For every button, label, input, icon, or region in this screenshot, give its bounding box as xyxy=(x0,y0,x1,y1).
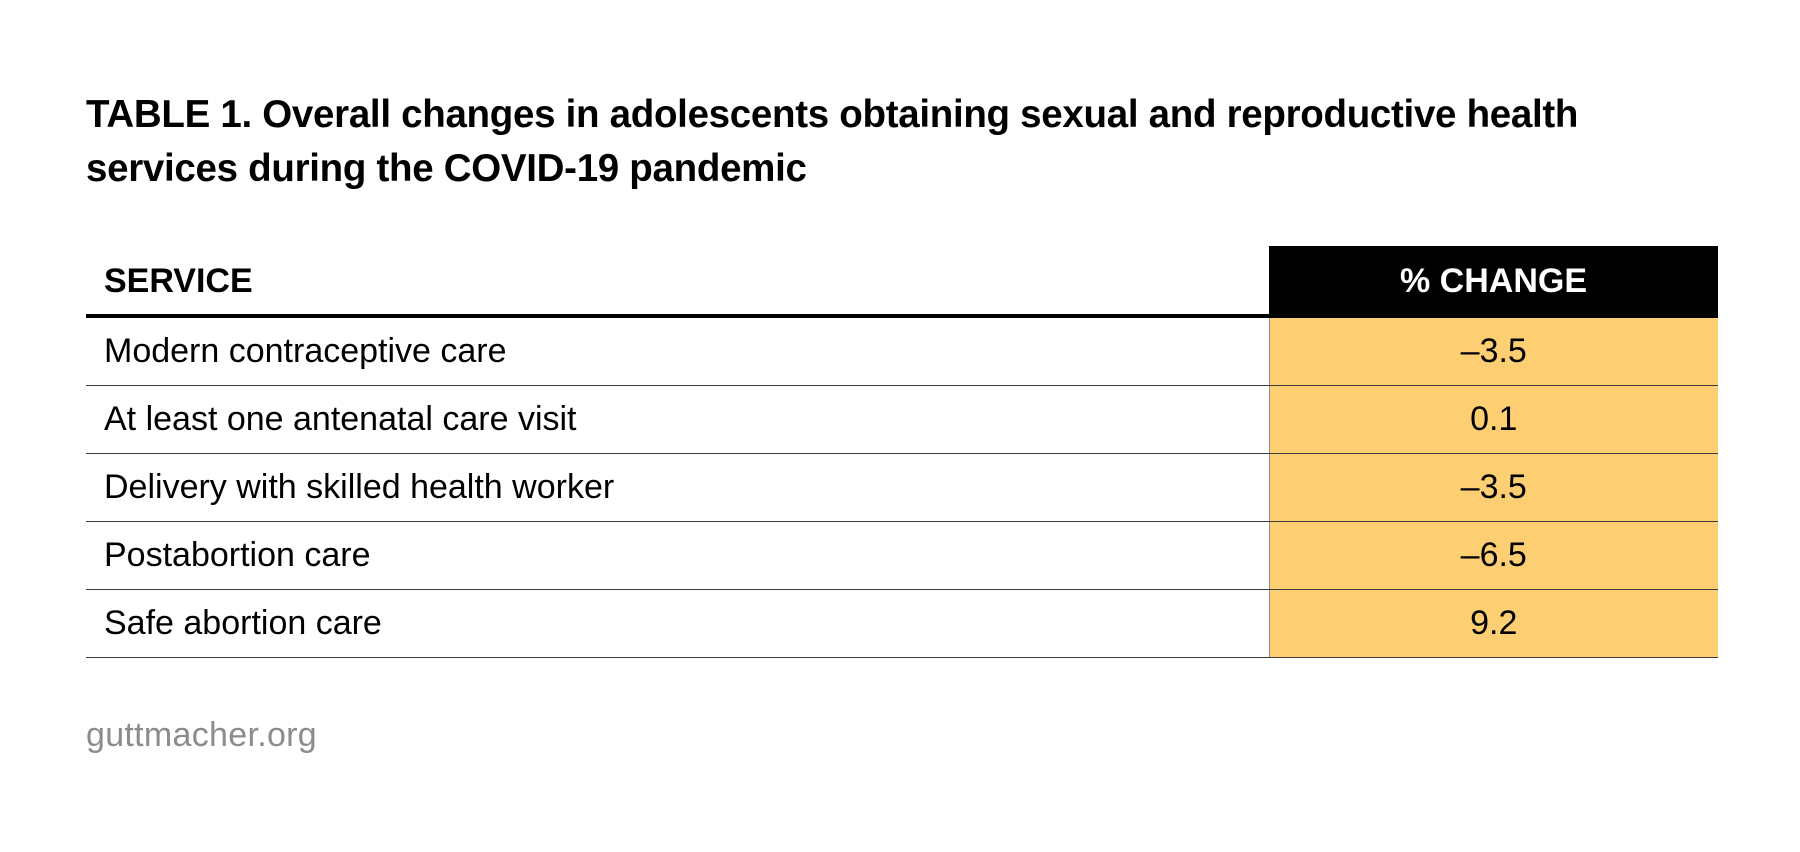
change-cell: –3.5 xyxy=(1268,453,1718,522)
column-header-change: % CHANGE xyxy=(1269,246,1718,318)
table-row: Safe abortion care 9.2 xyxy=(86,589,1718,658)
service-cell: Modern contraceptive care xyxy=(86,316,1269,386)
service-cell: Delivery with skilled health worker xyxy=(86,453,1269,522)
change-cell: 0.1 xyxy=(1268,385,1718,454)
table-row: Delivery with skilled health worker –3.5 xyxy=(86,453,1718,522)
table-row: At least one antenatal care visit 0.1 xyxy=(86,385,1718,454)
service-cell: At least one antenatal care visit xyxy=(86,385,1269,454)
service-cell: Safe abortion care xyxy=(86,589,1269,658)
change-cell: –3.5 xyxy=(1268,316,1718,386)
change-cell: 9.2 xyxy=(1268,589,1718,658)
table-title: TABLE 1. Overall changes in adolescents … xyxy=(86,93,1579,190)
source-link[interactable]: guttmacher.org xyxy=(86,716,317,754)
table-header-row: SERVICE % CHANGE xyxy=(86,246,1718,318)
change-cell: –6.5 xyxy=(1268,521,1718,590)
table-row: Modern contraceptive care –3.5 xyxy=(86,316,1718,386)
column-header-service: SERVICE xyxy=(86,246,1269,318)
table-row: Postabortion care –6.5 xyxy=(86,521,1718,590)
service-cell: Postabortion care xyxy=(86,521,1269,590)
data-table: SERVICE % CHANGE Modern contraceptive ca… xyxy=(86,246,1718,658)
